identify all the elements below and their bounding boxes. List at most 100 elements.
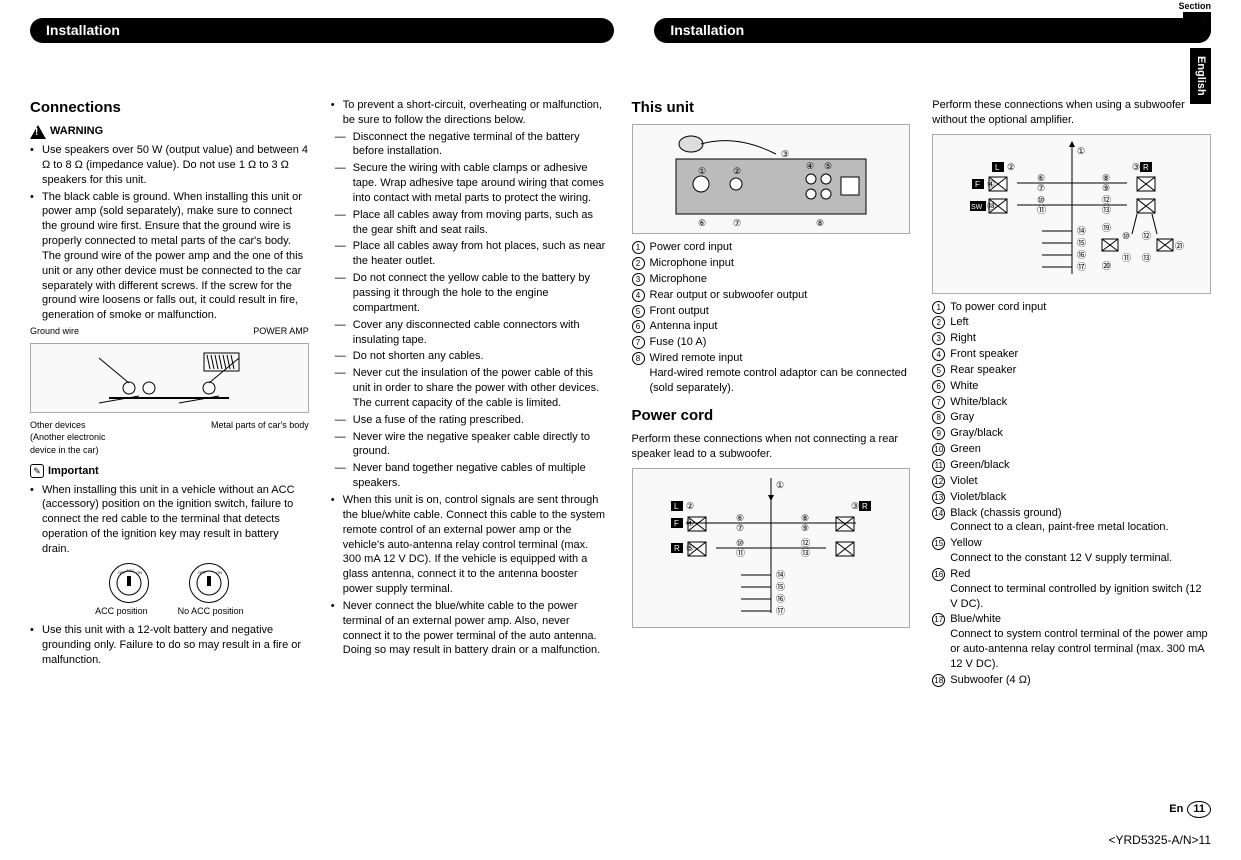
list-item: 3Microphone	[632, 272, 911, 287]
svg-text:⑪: ⑪	[736, 548, 745, 558]
list-item: Never band together negative cables of m…	[331, 461, 610, 491]
svg-text:SW: SW	[971, 204, 983, 211]
list-item: 15YellowConnect to the constant 12 V sup…	[932, 536, 1211, 566]
heading-connections: Connections	[30, 98, 309, 118]
svg-text:③: ③	[851, 501, 859, 511]
key-position-diagrams: OFFACCON OFF ON	[30, 563, 309, 603]
list-item: 12Violet	[932, 474, 1211, 489]
svg-text:⑧: ⑧	[816, 218, 824, 228]
label-other-devices: Other devices (Another electronic device…	[30, 419, 106, 455]
list-item: 1Power cord input	[632, 240, 911, 255]
footer: <YRD5325-A/N>11	[30, 832, 1211, 848]
svg-text:⑨: ⑨	[801, 523, 809, 533]
power-cord-diagram-1: ① L R ②③ F ④ ⑥⑦ ⑧⑨ R ⑤ ⑩⑪ ⑫⑬ ⑭⑮	[632, 468, 911, 628]
svg-text:L: L	[995, 163, 1000, 172]
list-item: Place all cables away from hot places, s…	[331, 239, 610, 269]
svg-text:⑫: ⑫	[1102, 195, 1111, 205]
list-item: Use a fuse of the rating prescribed.	[331, 413, 610, 428]
svg-text:⑭: ⑭	[776, 570, 785, 580]
svg-text:⑪: ⑪	[1122, 253, 1131, 263]
list-item: 8Wired remote inputHard-wired remote con…	[632, 351, 911, 396]
list-item: Use speakers over 50 W (output value) an…	[30, 143, 309, 188]
svg-text:⑧: ⑧	[1102, 173, 1110, 183]
warning-icon	[30, 125, 46, 139]
list-item: When this unit is on, control signals ar…	[331, 493, 610, 597]
document-code: <YRD5325-A/N>11	[1108, 832, 1211, 848]
column-2: To prevent a short-circuit, overheating …	[331, 98, 610, 689]
svg-text:⑩: ⑩	[1037, 195, 1045, 205]
list-item: To prevent a short-circuit, overheating …	[331, 98, 610, 128]
page-num: 11	[1187, 801, 1211, 818]
important-list: When installing this unit in a vehicle w…	[30, 483, 309, 557]
svg-text:⑤: ⑤	[686, 543, 694, 553]
list-item: 5Rear speaker	[932, 363, 1211, 378]
column-1: Connections WARNING Use speakers over 50…	[30, 98, 309, 689]
list-item: Cover any disconnected cable connectors …	[331, 318, 610, 348]
list-item: When installing this unit in a vehicle w…	[30, 483, 309, 557]
svg-text:⑧: ⑧	[801, 513, 809, 523]
svg-text:①: ①	[1077, 146, 1085, 156]
svg-text:⑭: ⑭	[1077, 226, 1086, 236]
power-cord-diagram-2: ① L R ②③ F ④ ⑥⑦ ⑧⑨ SW ⑱ ⑩⑪ ⑫⑬ ⑭⑮ ⑯⑰	[932, 134, 1211, 294]
prevention-lead: To prevent a short-circuit, overheating …	[331, 98, 610, 128]
list-item: 8Gray	[932, 410, 1211, 425]
list-item: Do not shorten any cables.	[331, 349, 610, 364]
acc-key-icon: OFFACCON	[109, 563, 149, 603]
svg-text:⑩: ⑩	[1122, 231, 1130, 241]
list-item: 14Black (chassis ground)Connect to a cle…	[932, 506, 1211, 536]
svg-text:⑬: ⑬	[1142, 253, 1151, 263]
warning-list: Use speakers over 50 W (output value) an…	[30, 143, 309, 323]
caption-noacc: No ACC position	[178, 605, 244, 617]
diagram-labels-bottom: Other devices (Another electronic device…	[30, 419, 309, 455]
svg-text:⑱: ⑱	[987, 201, 996, 211]
svg-text:②: ②	[733, 166, 741, 176]
list-item: Never wire the negative speaker cable di…	[331, 430, 610, 460]
heading-power-cord: Power cord	[632, 406, 911, 426]
svg-text:ACC: ACC	[126, 568, 135, 573]
svg-text:⑥: ⑥	[1037, 173, 1045, 183]
svg-text:①: ①	[776, 480, 784, 490]
svg-text:⑥: ⑥	[736, 513, 744, 523]
important-icon: ✎	[30, 464, 44, 478]
language-tab: English	[1190, 48, 1211, 104]
svg-text:⑯: ⑯	[776, 594, 785, 604]
svg-text:⑫: ⑫	[801, 538, 810, 548]
subwoofer-lead: Perform these connections when using a s…	[932, 98, 1211, 128]
svg-text:⑩: ⑩	[736, 538, 744, 548]
power-cord-callout-list: 1To power cord input2Left3Right4Front sp…	[932, 300, 1211, 688]
unit-callout-list: 1Power cord input2Microphone input3Micro…	[632, 240, 911, 395]
noacc-key-icon: OFF ON	[189, 563, 229, 603]
svg-text:OFF: OFF	[198, 570, 207, 575]
svg-text:⑮: ⑮	[776, 582, 785, 592]
heading-this-unit: This unit	[632, 98, 911, 118]
list-item: Secure the wiring with cable clamps or a…	[331, 161, 610, 206]
list-item: 2Left	[932, 315, 1211, 330]
svg-text:④: ④	[806, 161, 814, 171]
svg-text:⑯: ⑯	[1077, 250, 1086, 260]
tail-list: When this unit is on, control signals ar…	[331, 493, 610, 658]
label-ground-wire: Ground wire	[30, 325, 79, 337]
svg-text:①: ①	[698, 166, 706, 176]
svg-text:⑬: ⑬	[801, 548, 810, 558]
svg-text:⑬: ⑬	[1102, 205, 1111, 215]
list-item: Never connect the blue/white cable to th…	[331, 599, 610, 658]
svg-text:F: F	[975, 180, 980, 189]
important-list-2: Use this unit with a 12-volt battery and…	[30, 623, 309, 668]
label-metal-parts: Metal parts of car's body	[211, 419, 309, 455]
important-label: Important	[48, 464, 99, 479]
list-item: 6Antenna input	[632, 319, 911, 334]
list-item: 5Front output	[632, 304, 911, 319]
list-item: 13Violet/black	[932, 490, 1211, 505]
svg-text:⑰: ⑰	[1077, 262, 1086, 272]
diagram-labels-top: Ground wire POWER AMP	[30, 325, 309, 337]
list-item: 16RedConnect to terminal controlled by i…	[932, 567, 1211, 612]
svg-text:⑦: ⑦	[733, 218, 741, 228]
column-3: This unit ① ② ③ ④ ⑤ ⑥ ⑦ ⑧ 1Power cord input…	[632, 98, 911, 689]
list-item: 3Right	[932, 331, 1211, 346]
svg-text:ON: ON	[216, 570, 222, 575]
svg-text:F: F	[674, 519, 679, 528]
svg-text:⑦: ⑦	[1037, 183, 1045, 193]
svg-text:R: R	[862, 502, 868, 511]
list-item: 1To power cord input	[932, 300, 1211, 315]
svg-text:③: ③	[781, 149, 789, 159]
